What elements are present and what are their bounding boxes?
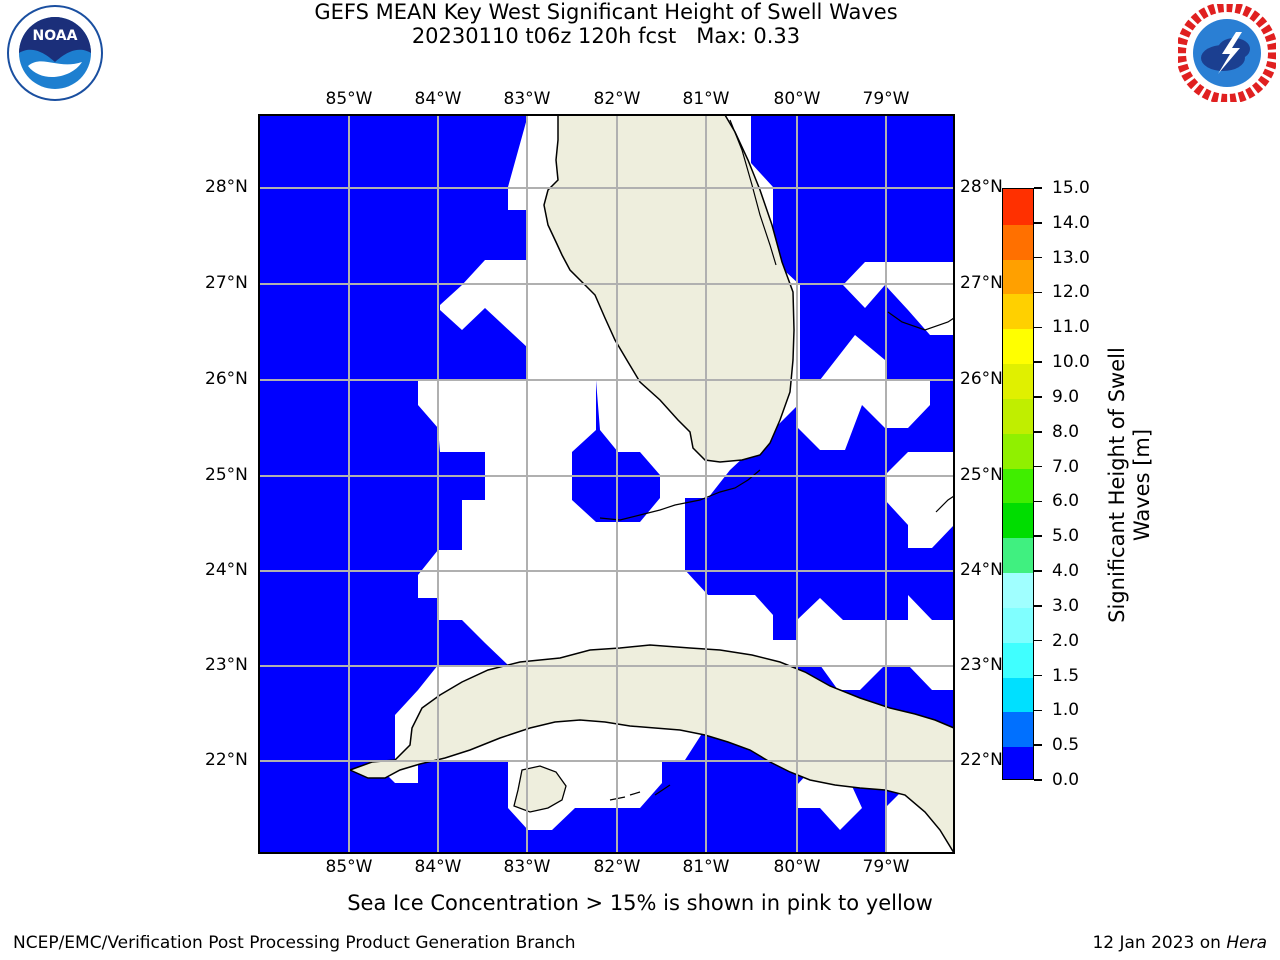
colorbar-tick <box>1034 396 1042 398</box>
colorbar-tick-label: 10.0 <box>1052 352 1090 373</box>
colorbar-segment <box>1003 293 1033 330</box>
lat-label-right: 23°N <box>960 655 1003 675</box>
colorbar-tick-label: 12.0 <box>1052 282 1090 303</box>
footer-date: 12 Jan 2023 on Hera <box>1092 933 1267 953</box>
colorbar-tick <box>1034 639 1042 642</box>
lon-label-top: 80°W <box>773 89 821 109</box>
colorbar-segment <box>1003 676 1033 713</box>
colorbar-tick <box>1034 291 1042 294</box>
colorbar-segment <box>1003 711 1033 748</box>
lat-label-left: 28°N <box>205 177 248 197</box>
lon-label-bottom: 80°W <box>773 857 821 877</box>
svg-text:NOAA: NOAA <box>33 28 78 44</box>
colorbar-tick-label: 7.0 <box>1052 456 1080 477</box>
lat-label-right: 24°N <box>960 560 1003 580</box>
cuba-land <box>347 644 954 853</box>
colorbar-tick <box>1034 256 1042 259</box>
colorbar-tick-label: 5.0 <box>1052 526 1080 547</box>
colorbar-tick-label: 2.0 <box>1052 630 1080 651</box>
lon-label-top: 84°W <box>414 89 462 109</box>
lon-label-bottom: 79°W <box>862 857 910 877</box>
colorbar-segment <box>1003 572 1033 608</box>
colorbar-tick-label: 6.0 <box>1052 491 1080 512</box>
colorbar-segment <box>1003 189 1033 225</box>
colorbar-segment <box>1003 258 1033 295</box>
colorbar-tick-label: 13.0 <box>1052 247 1090 268</box>
lon-label-top: 82°W <box>593 89 641 109</box>
colorbar <box>1002 188 1034 780</box>
lon-label-top: 79°W <box>862 89 910 109</box>
colorbar-tick-label: 11.0 <box>1052 317 1090 338</box>
map-title: GEFS MEAN Key West Significant Height of… <box>314 0 898 24</box>
colorbar-tick <box>1034 535 1042 537</box>
lon-label-top: 83°W <box>503 89 551 109</box>
colorbar-tick <box>1034 222 1042 224</box>
lat-label-left: 25°N <box>205 465 248 485</box>
colorbar-tick-label: 1.5 <box>1052 665 1080 686</box>
lon-label-top: 85°W <box>325 89 373 109</box>
lat-label-left: 26°N <box>205 369 248 389</box>
footer-host: Hera <box>1226 933 1267 953</box>
noaa-logo: NOAA <box>6 4 104 102</box>
map-subtitle: 20230110 t06z 120h fcst Max: 0.33 <box>411 24 801 48</box>
colorbar-tick-label: 14.0 <box>1052 212 1090 233</box>
lat-label-left: 24°N <box>205 560 248 580</box>
colorbar-segment <box>1003 432 1033 469</box>
lat-label-right: 26°N <box>960 369 1003 389</box>
colorbar-tick-label: 8.0 <box>1052 421 1080 442</box>
lat-label-right: 25°N <box>960 465 1003 485</box>
lon-label-bottom: 81°W <box>682 857 730 877</box>
colorbar-tick <box>1034 605 1042 607</box>
map-frame <box>258 114 955 854</box>
footer-branch: NCEP/EMC/Verification Post Processing Pr… <box>13 933 576 953</box>
lat-label-left: 22°N <box>205 750 248 770</box>
colorbar-tick <box>1034 570 1042 572</box>
colorbar-segment <box>1003 397 1033 434</box>
lon-label-bottom: 82°W <box>593 857 641 877</box>
colorbar-tick <box>1034 465 1042 468</box>
colorbar-tick <box>1034 187 1042 189</box>
colorbar-segment <box>1003 363 1033 399</box>
florida-land <box>543 115 795 463</box>
colorbar-segment <box>1003 328 1033 365</box>
nws-logo <box>1176 2 1278 104</box>
colorbar-segment <box>1003 467 1033 504</box>
colorbar-tick-label: 3.0 <box>1052 595 1080 616</box>
colorbar-tick-label: 0.5 <box>1052 735 1080 756</box>
lat-label-left: 23°N <box>205 655 248 675</box>
sea-ice-note: Sea Ice Concentration > 15% is shown in … <box>347 891 933 915</box>
colorbar-tick-label: 15.0 <box>1052 178 1090 198</box>
footer-date-text: 12 Jan 2023 on <box>1092 933 1227 953</box>
map-plot <box>258 114 955 854</box>
colorbar-segment <box>1003 537 1033 574</box>
lat-label-right: 28°N <box>960 177 1003 197</box>
colorbar-tick-label: 4.0 <box>1052 561 1080 582</box>
colorbar-tick-label: 9.0 <box>1052 386 1080 407</box>
colorbar-tick-label: 1.0 <box>1052 700 1080 721</box>
colorbar-tick-label: 0.0 <box>1052 770 1080 790</box>
colorbar-segment <box>1003 641 1033 678</box>
colorbar-segment <box>1003 502 1033 539</box>
colorbar-segment <box>1003 606 1033 643</box>
colorbar-tick <box>1034 709 1042 712</box>
lon-label-bottom: 85°W <box>325 857 373 877</box>
lon-label-bottom: 84°W <box>414 857 462 877</box>
lon-label-bottom: 83°W <box>503 857 551 877</box>
colorbar-tick <box>1034 674 1042 677</box>
colorbar-tick <box>1034 500 1042 503</box>
colorbar-tick <box>1034 744 1042 746</box>
colorbar-segment <box>1003 223 1033 260</box>
colorbar-tick <box>1034 431 1042 433</box>
lon-label-top: 81°W <box>682 89 730 109</box>
lat-label-right: 27°N <box>960 273 1003 293</box>
graticule <box>259 115 954 853</box>
lat-label-right: 22°N <box>960 750 1003 770</box>
colorbar-tick <box>1034 361 1042 363</box>
lat-label-left: 27°N <box>205 273 248 293</box>
colorbar-title: Significant Height of Swell Waves [m] <box>1105 347 1154 623</box>
colorbar-tick <box>1034 326 1042 329</box>
colorbar-segment <box>1003 746 1033 779</box>
colorbar-tick <box>1034 779 1042 781</box>
